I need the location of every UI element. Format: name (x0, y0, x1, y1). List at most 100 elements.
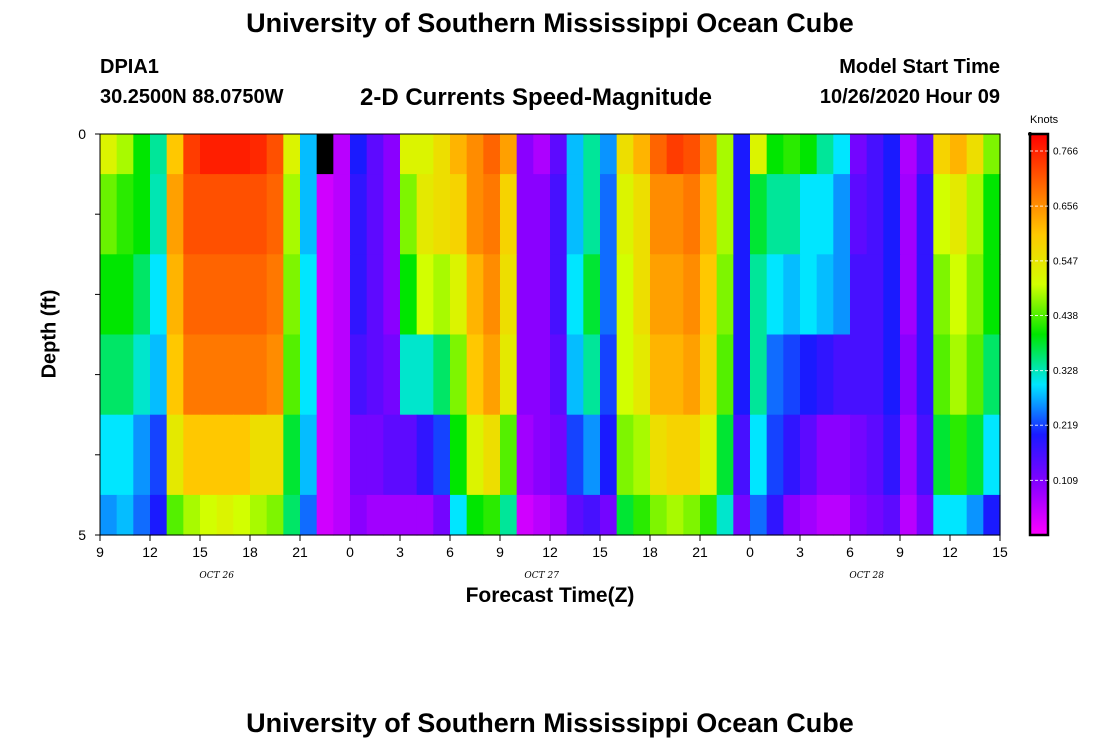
heatmap-cell (366, 134, 384, 175)
heatmap-cell (550, 494, 568, 536)
heatmap-cell (366, 334, 384, 416)
heatmap-cell (216, 134, 234, 175)
heatmap-cell (516, 414, 534, 496)
heatmap-cell (666, 254, 684, 336)
colorbar-unit-label: Knots (1030, 114, 1059, 126)
heatmap-cell (616, 254, 634, 336)
heatmap-cell (600, 174, 618, 255)
heatmap-cell (966, 414, 984, 496)
x-tick-label: 15 (192, 544, 208, 560)
heatmap-cell (416, 334, 434, 416)
colorbar: 0.766 0.656 0.547 0.438 0.328 0.219 0.109 (1028, 132, 1078, 537)
heatmap-cell (650, 334, 668, 416)
heatmap-cell (600, 134, 618, 175)
heatmap-cell (316, 334, 334, 416)
heatmap-cell (800, 414, 818, 496)
station-id: DPIA1 (100, 56, 159, 78)
heatmap-cell (333, 174, 351, 255)
footer-title: University of Southern Mississippi Ocean… (246, 708, 854, 738)
heatmap-cell (200, 134, 218, 175)
heatmap-cell (750, 494, 768, 536)
heatmap-cell (366, 414, 384, 496)
heatmap-cell (333, 494, 351, 536)
heatmap-cell (366, 494, 384, 536)
heatmap-cell (616, 334, 634, 416)
heatmap-cell (750, 134, 768, 175)
colorbar-tick-label: 0.656 (1053, 202, 1078, 213)
heatmap-cell (266, 174, 284, 255)
heatmap-cell (816, 334, 834, 416)
heatmap-cell (333, 254, 351, 336)
heatmap-cell (300, 174, 318, 255)
heatmap-cell (616, 174, 634, 255)
colorbar-tick-label: 0.219 (1053, 421, 1078, 432)
heatmap-cell (283, 254, 301, 336)
heatmap-cell (233, 494, 251, 536)
heatmap-cell (116, 494, 134, 536)
heatmap-cell (150, 134, 168, 175)
heatmap-cell (350, 134, 368, 175)
heatmap-cell (216, 174, 234, 255)
heatmap-cell (283, 174, 301, 255)
heatmap-cell (833, 414, 851, 496)
heatmap-cell (150, 174, 168, 255)
heatmap-cell (783, 134, 801, 175)
heatmap-cell (300, 334, 318, 416)
heatmap-cell (333, 334, 351, 416)
heatmap-cell (183, 134, 201, 175)
heatmap-cell (833, 174, 851, 255)
heatmap-cell (816, 174, 834, 255)
heatmap-cell (983, 174, 1001, 255)
heatmap-cell (733, 334, 751, 416)
heatmap-cell (566, 494, 584, 536)
heatmap-cell (183, 334, 201, 416)
x-tick-label: 18 (242, 544, 258, 560)
heatmap-cell (800, 334, 818, 416)
heatmap-cell (433, 174, 451, 255)
heatmap-cell (833, 334, 851, 416)
heatmap-cell (383, 414, 401, 496)
heatmap-cell (433, 494, 451, 536)
heatmap-cell (450, 494, 468, 536)
heatmap-cell (566, 254, 584, 336)
heatmap-cell (100, 254, 118, 336)
heatmap-cell (933, 174, 951, 255)
heatmap-cell (666, 134, 684, 175)
heatmap-cell (783, 254, 801, 336)
heatmap-cell (416, 174, 434, 255)
heatmap-cell (450, 134, 468, 175)
heatmap-cell (850, 254, 868, 336)
heatmap-cell (900, 134, 918, 175)
x-axis-label: Forecast Time(Z) (465, 584, 635, 607)
heatmap-cell (566, 174, 584, 255)
heatmap-cell (116, 174, 134, 255)
heatmap-cell (900, 494, 918, 536)
heatmap-cell (216, 414, 234, 496)
heatmap-cell (900, 334, 918, 416)
heatmap-cell (600, 254, 618, 336)
heatmap-cell (800, 254, 818, 336)
heatmap-cell (166, 334, 184, 416)
heatmap-cell (100, 414, 118, 496)
heatmap-cell (233, 174, 251, 255)
heatmap-cell (216, 334, 234, 416)
heatmap-cell (316, 414, 334, 496)
heatmap-cell (266, 254, 284, 336)
heatmap-cell (116, 414, 134, 496)
heatmap-cell (416, 494, 434, 536)
x-tick-label: 15 (592, 544, 608, 560)
heatmap-cell (483, 134, 501, 175)
heatmap-cell (550, 254, 568, 336)
heatmap-cell (850, 334, 868, 416)
heatmap-cell (816, 494, 834, 536)
heatmap-cell (766, 254, 784, 336)
heatmap-cell (183, 174, 201, 255)
heatmap-cell (416, 414, 434, 496)
heatmap-cell (166, 134, 184, 175)
heatmap-cell (433, 414, 451, 496)
heatmap-cell (783, 494, 801, 536)
heatmap-cell (283, 134, 301, 175)
heatmap-cell (633, 174, 651, 255)
heatmap-cell (983, 254, 1001, 336)
